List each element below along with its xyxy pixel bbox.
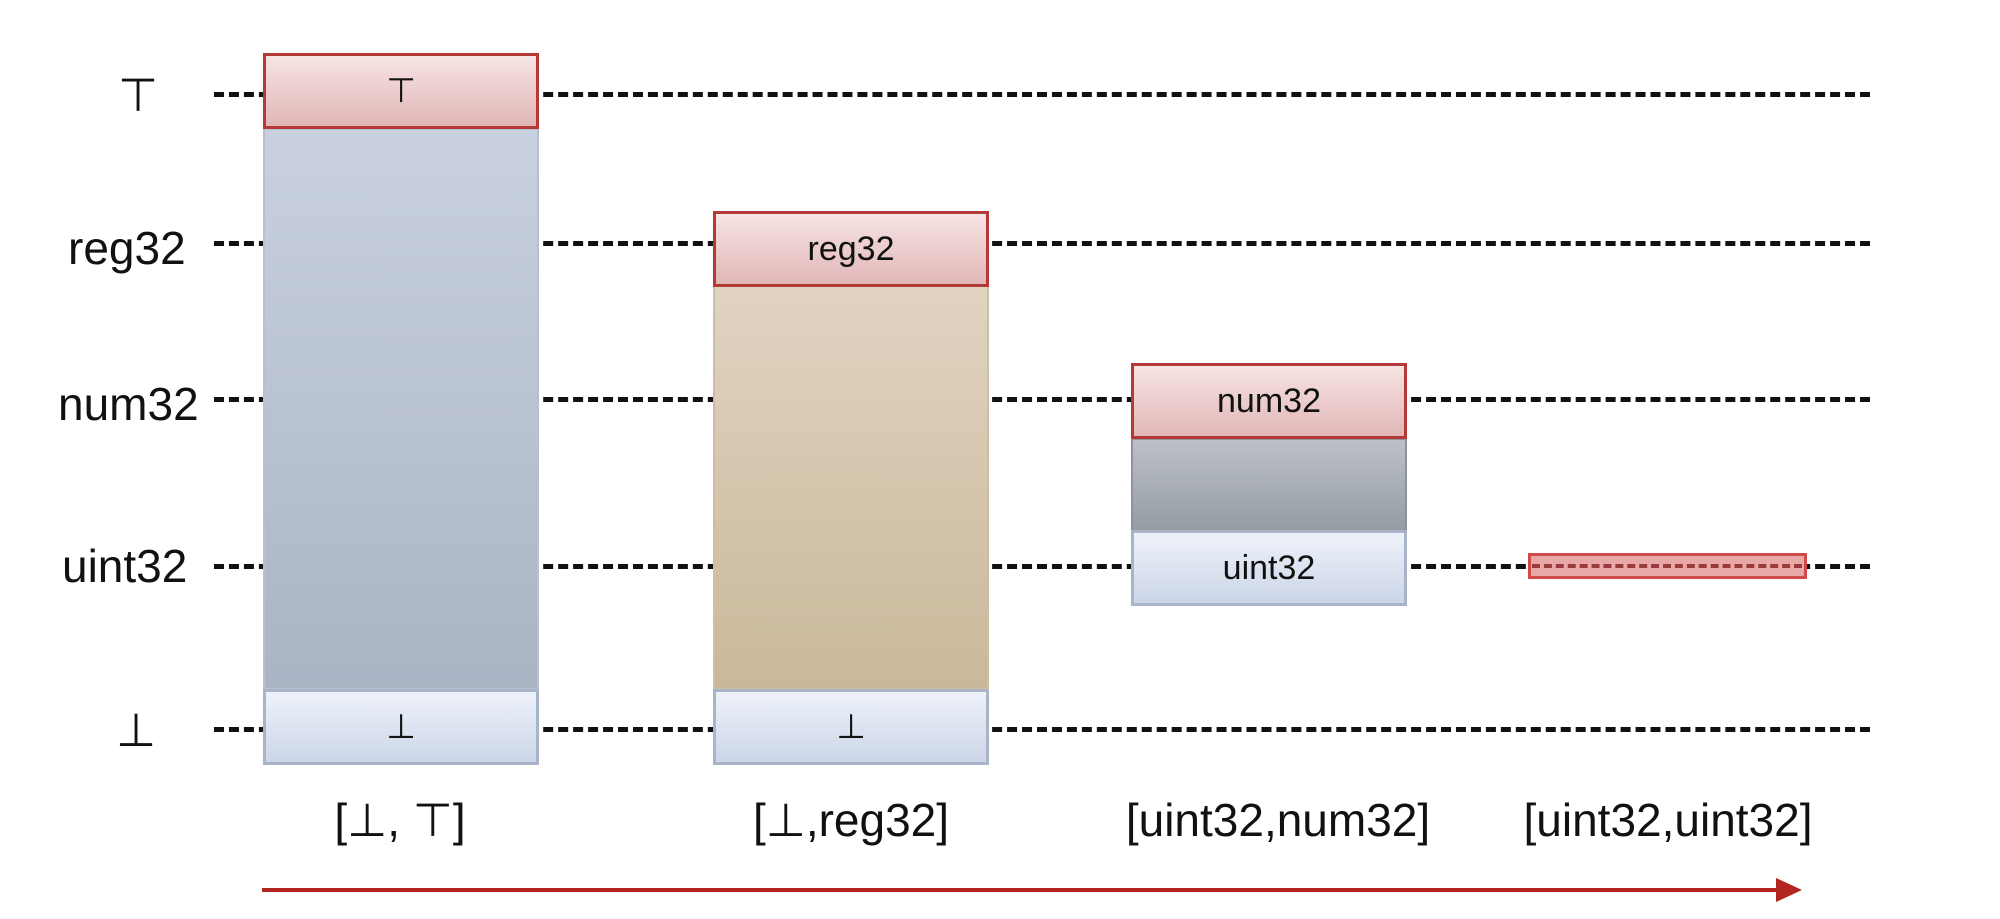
uint32-point-strip-dash [1532,564,1802,568]
reg32-box: reg32 [713,211,989,287]
arrow-head-icon [1776,878,1802,902]
interval-label-uint32-uint32: [uint32,uint32] [1523,794,1813,846]
interval-label-bottom-top: [⊥, ⊤] [334,794,466,846]
level-label-uint32: uint32 [62,540,188,592]
interval-label-uint32-num32: [uint32,num32] [1125,794,1431,846]
num32-box: num32 [1131,363,1407,439]
interval-bar-bottom-reg32 [713,285,989,690]
level-label-num32: num32 [58,378,199,430]
dashed-line-reg32 [214,241,1870,246]
bottom-box: ⊥ [263,689,539,765]
interval-bar-uint32-num32 [1131,438,1407,532]
bottom-box: ⊥ [713,689,989,765]
dashed-line-uint32 [214,564,1870,569]
level-label-bottom: ⊥ [116,704,157,756]
top-box: ⊤ [263,53,539,129]
progression-arrow-line [262,888,1782,892]
uint32-box: uint32 [1131,530,1407,606]
dashed-line-num32 [214,397,1870,402]
interval-label-bottom-reg32: [⊥,reg32] [752,794,950,846]
level-label-reg32: reg32 [68,222,186,274]
dashed-line-top [214,92,1870,97]
interval-bar-bottom-top [263,128,539,690]
dashed-line-bottom [214,727,1870,732]
level-label-top: ⊤ [118,69,159,121]
